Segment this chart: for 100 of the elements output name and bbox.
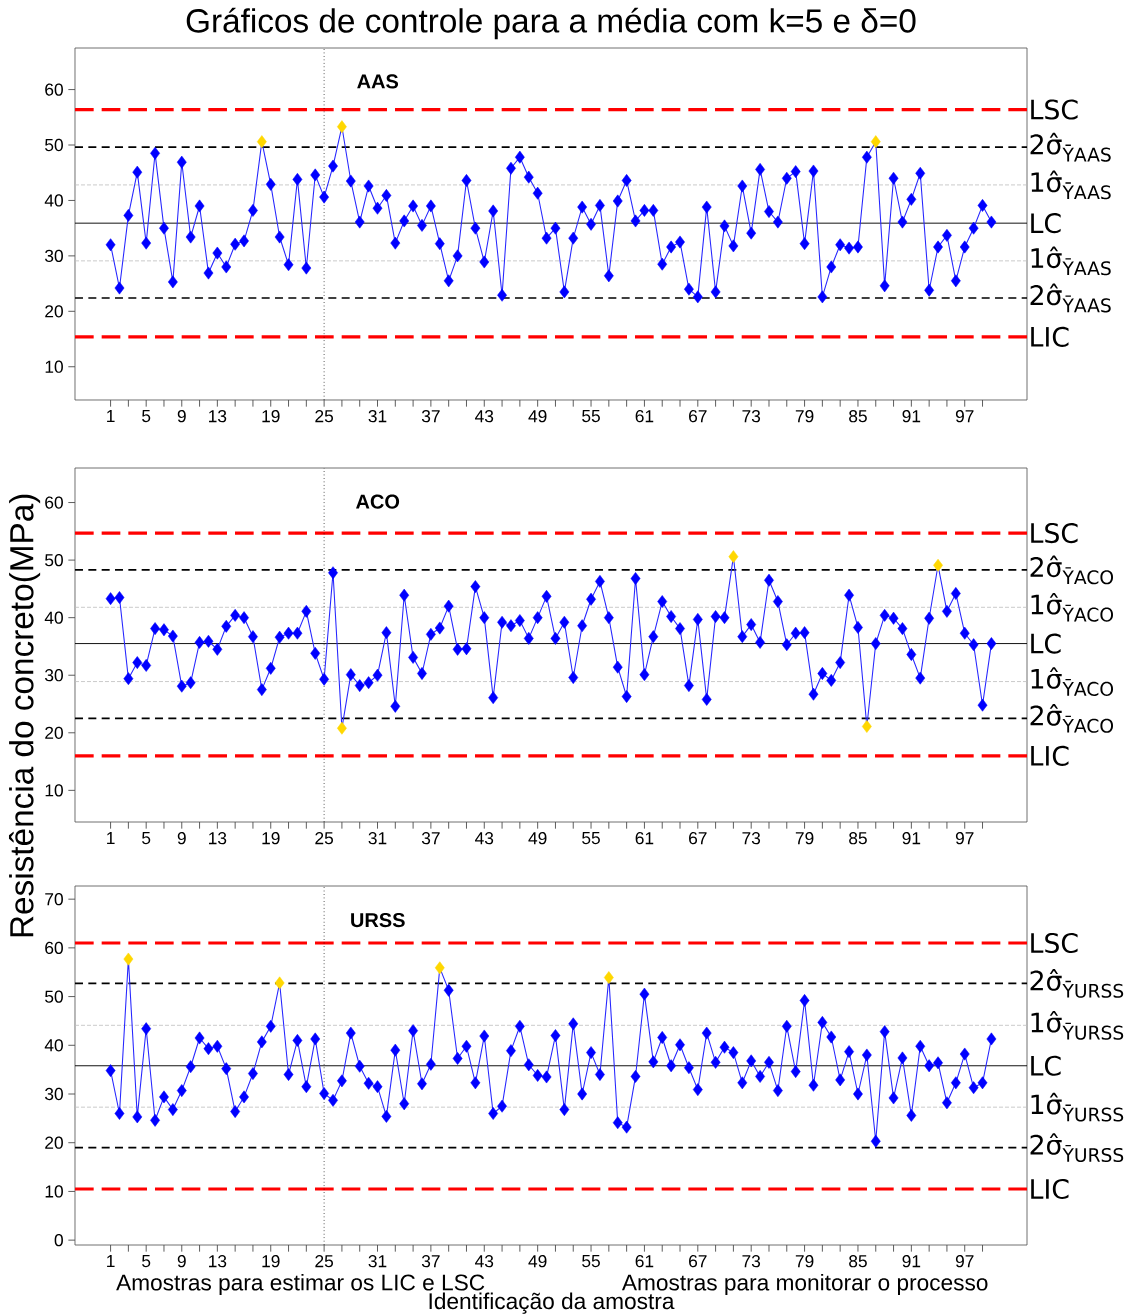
x-tick-label: 55 — [582, 410, 600, 423]
x-tick-label: 91 — [902, 832, 921, 845]
x-tick-label: 49 — [528, 1255, 547, 1268]
x-tick-label: 67 — [689, 1255, 707, 1268]
x-tick-label: 49 — [528, 832, 547, 845]
x-tick-label: 43 — [475, 410, 494, 423]
ref-line-label: LIC — [1031, 1178, 1069, 1200]
x-tick-label: 19 — [262, 410, 280, 423]
x-tick-label: 73 — [742, 410, 761, 423]
ref-line-label: 1σ̂$_{ȲURSS}$ — [1031, 1010, 1124, 1040]
x-tick-label: 91 — [902, 410, 921, 423]
x-tick-label: 1 — [107, 410, 115, 422]
ref-line-label: LIC — [1031, 326, 1069, 347]
x-tick-label: 43 — [475, 832, 494, 845]
ref-line-label: LC — [1031, 633, 1061, 654]
x-tick-label: 97 — [955, 832, 974, 845]
y-tick-label: 60 — [45, 496, 63, 509]
x-tick-label: 9 — [177, 832, 186, 845]
x-tick-label: 37 — [421, 832, 440, 845]
x-tick-label: 97 — [955, 1255, 974, 1268]
ref-line-label: 1σ̂$_{ȲAAS}$ — [1031, 246, 1111, 276]
x-tick-label: 25 — [315, 410, 334, 423]
y-tick-label: 30 — [45, 1087, 63, 1101]
x-tick-label: 85 — [849, 1255, 867, 1268]
x-tick-label: 67 — [689, 410, 707, 423]
y-tick-label: 10 — [45, 784, 63, 797]
x-tick-label: 55 — [582, 832, 600, 845]
ref-line-label: LSC — [1031, 99, 1078, 120]
y-tick-label: 50 — [45, 138, 63, 152]
x-tick-label: 31 — [368, 832, 387, 845]
x-tick-label: 9 — [177, 1255, 186, 1268]
x-tick-label: 79 — [795, 410, 814, 423]
x-tick-label: 91 — [902, 1255, 921, 1268]
y-tick-label: 30 — [45, 249, 63, 263]
x-tick-label: 85 — [849, 832, 867, 845]
y-axis-title: Resistência do concreto(MPa) — [8, 494, 41, 937]
x-tick-label: 79 — [795, 832, 814, 845]
x-tick-label: 25 — [315, 832, 334, 845]
y-tick-label: 50 — [45, 553, 63, 567]
y-tick-label: 40 — [44, 611, 63, 624]
x-tick-label: 67 — [689, 832, 707, 845]
x-tick-label: 31 — [368, 410, 387, 423]
y-tick-label: 20 — [45, 305, 63, 318]
x-tick-label: 61 — [635, 410, 654, 423]
x-tick-label: 5 — [142, 832, 151, 845]
x-tick-label: 85 — [849, 410, 867, 423]
x-tick-label: 37 — [421, 1255, 440, 1268]
x-tick-label: 19 — [262, 832, 280, 845]
x-tick-label: 1 — [107, 832, 115, 844]
y-tick-label: 50 — [45, 990, 63, 1003]
x-tick-label: 31 — [368, 1255, 387, 1268]
x-tick-label: 43 — [475, 1255, 494, 1268]
y-tick-label: 20 — [45, 726, 63, 739]
y-tick-label: 60 — [45, 83, 63, 96]
y-tick-label: 40 — [44, 1039, 63, 1052]
y-tick-label: 20 — [45, 1136, 63, 1149]
chart-title: Gráficos de controle para a média com k=5 e δ=0 — [186, 7, 916, 40]
x-tick-label: 1 — [107, 1255, 115, 1267]
y-tick-label: 0 — [54, 1233, 63, 1247]
x-tick-label: 61 — [635, 832, 654, 845]
text: URSS — [351, 913, 405, 928]
ref-line-label: 2σ̂$_{ȲAAS}$ — [1030, 132, 1111, 162]
text: AAS — [357, 74, 399, 89]
ref-line-label: LC — [1031, 213, 1061, 234]
x-tick-label: 79 — [795, 1255, 814, 1268]
x-axis-title: Identificação da amostra — [429, 1292, 675, 1314]
x-tick-label: 49 — [528, 410, 547, 423]
y-tick-label: 70 — [45, 893, 63, 906]
ref-line-label: 2σ̂$_{ȲACO}$ — [1030, 703, 1114, 733]
x-tick-label: 37 — [421, 410, 440, 423]
ref-line-label: 1σ̂$_{ȲACO}$ — [1031, 667, 1114, 696]
x-tick-label: 9 — [177, 410, 186, 423]
y-tick-label: 10 — [45, 1185, 63, 1198]
x-tick-label: 13 — [209, 1255, 227, 1268]
y-tick-label: 40 — [44, 194, 63, 207]
x-tick-label: 13 — [209, 832, 227, 845]
ref-line-label: LSC — [1031, 522, 1078, 544]
ref-line-label: 2σ̂$_{ȲACO}$ — [1030, 555, 1114, 585]
x-tick-label: 97 — [955, 410, 974, 423]
x-tick-label: 73 — [742, 832, 761, 845]
ref-line-label: 1σ̂$_{ȲURSS}$ — [1031, 1092, 1124, 1122]
y-tick-label: 30 — [45, 669, 63, 682]
x-tick-label: 13 — [209, 410, 227, 423]
x-tick-label: 5 — [142, 410, 151, 423]
ref-line-label: LSC — [1031, 932, 1078, 954]
x-tick-label: 55 — [582, 1255, 600, 1268]
x-tick-label: 25 — [315, 1255, 334, 1268]
x-tick-label: 61 — [635, 1255, 654, 1268]
ref-line-label: 2σ̂$_{ȲURSS}$ — [1030, 1133, 1124, 1163]
y-tick-label: 10 — [45, 360, 63, 373]
y-tick-label: 60 — [45, 941, 63, 955]
x-tick-label: 5 — [142, 1255, 151, 1268]
ref-line-label: 1σ̂$_{ȲACO}$ — [1031, 592, 1114, 622]
x-tick-label: 73 — [742, 1255, 761, 1268]
x-tick-label: 19 — [262, 1255, 280, 1268]
text: ACO — [356, 494, 400, 509]
ref-line-label: 2σ̂$_{ȲURSS}$ — [1030, 969, 1124, 998]
ref-line-label: LC — [1031, 1055, 1061, 1076]
ref-line-label: LIC — [1031, 745, 1069, 766]
ref-line-label: 2σ̂$_{ȲAAS}$ — [1030, 283, 1111, 313]
